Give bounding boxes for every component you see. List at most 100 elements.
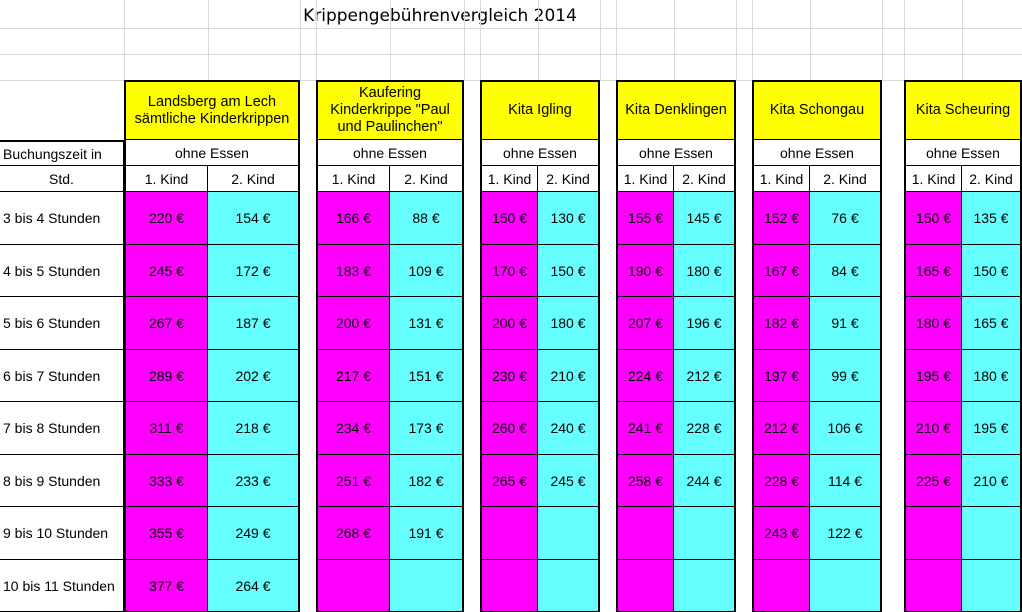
- gridline: [464, 0, 465, 80]
- fee-second-child: 245 €: [538, 455, 600, 507]
- child-label-second: 2. Kind: [208, 166, 300, 192]
- fee-second-child: 122 €: [810, 507, 882, 560]
- fee-first-child: 150 €: [904, 192, 962, 245]
- fee-second-child: 130 €: [538, 192, 600, 245]
- fee-second-child: [538, 507, 600, 560]
- fee-second-child: 187 €: [208, 297, 300, 350]
- fee-second-child: 135 €: [962, 192, 1022, 245]
- row-label: 9 bis 10 Stunden: [0, 507, 124, 560]
- fee-first-child: 200 €: [480, 297, 538, 350]
- row-label: 4 bis 5 Stunden: [0, 245, 124, 297]
- fee-second-child: 264 €: [208, 560, 300, 612]
- fee-second-child: 88 €: [390, 192, 464, 245]
- fee-second-child: [810, 560, 882, 612]
- fee-second-child: 154 €: [208, 192, 300, 245]
- fee-second-child: 196 €: [674, 297, 736, 350]
- child-label-first: 1. Kind: [752, 166, 810, 192]
- row-label: 6 bis 7 Stunden: [0, 350, 124, 402]
- child-label-first: 1. Kind: [124, 166, 208, 192]
- gridline: [674, 0, 675, 80]
- facility-header: Kita Schongau: [752, 80, 882, 140]
- fee-second-child: 218 €: [208, 402, 300, 455]
- row-label: 7 bis 8 Stunden: [0, 402, 124, 455]
- fee-second-child: 84 €: [810, 245, 882, 297]
- gridline: [538, 0, 539, 80]
- fee-second-child: [674, 560, 736, 612]
- fee-first-child: [616, 560, 674, 612]
- meal-label: ohne Essen: [904, 140, 1022, 166]
- fee-first-child: 265 €: [480, 455, 538, 507]
- fee-first-child: 230 €: [480, 350, 538, 402]
- fee-first-child: 183 €: [316, 245, 390, 297]
- fee-second-child: 173 €: [390, 402, 464, 455]
- child-label-second: 2. Kind: [810, 166, 882, 192]
- gridline: [616, 0, 617, 80]
- facility-header: Kita Igling: [480, 80, 600, 140]
- fee-first-child: 311 €: [124, 402, 208, 455]
- fee-first-child: 245 €: [124, 245, 208, 297]
- child-label-first: 1. Kind: [316, 166, 390, 192]
- child-label-second: 2. Kind: [390, 166, 464, 192]
- fee-second-child: [390, 560, 464, 612]
- gridline: [962, 0, 963, 80]
- fee-second-child: 191 €: [390, 507, 464, 560]
- fee-second-child: 228 €: [674, 402, 736, 455]
- meal-label: ohne Essen: [616, 140, 736, 166]
- fee-second-child: 99 €: [810, 350, 882, 402]
- gridline: [0, 54, 1022, 55]
- fee-second-child: 180 €: [962, 350, 1022, 402]
- row-label: 8 bis 9 Stunden: [0, 455, 124, 507]
- fee-first-child: 224 €: [616, 350, 674, 402]
- fee-second-child: 150 €: [962, 245, 1022, 297]
- fee-first-child: [616, 507, 674, 560]
- fee-first-child: 220 €: [124, 192, 208, 245]
- child-label-first: 1. Kind: [480, 166, 538, 192]
- fee-first-child: [904, 507, 962, 560]
- fee-second-child: 244 €: [674, 455, 736, 507]
- fee-first-child: 195 €: [904, 350, 962, 402]
- fee-first-child: 170 €: [480, 245, 538, 297]
- child-label-first: 1. Kind: [904, 166, 962, 192]
- fee-first-child: 152 €: [752, 192, 810, 245]
- fee-first-child: [904, 560, 962, 612]
- fee-second-child: [674, 507, 736, 560]
- child-label-second: 2. Kind: [538, 166, 600, 192]
- gridline: [600, 0, 601, 80]
- facility-header: Kaufering Kinderkrippe "Paul und Paulinc…: [316, 80, 464, 140]
- fee-first-child: [480, 560, 538, 612]
- fee-first-child: 150 €: [480, 192, 538, 245]
- row-label: 5 bis 6 Stunden: [0, 297, 124, 350]
- meal-label: ohne Essen: [316, 140, 464, 166]
- fee-second-child: 180 €: [538, 297, 600, 350]
- fee-second-child: 249 €: [208, 507, 300, 560]
- fee-second-child: 165 €: [962, 297, 1022, 350]
- fee-second-child: 172 €: [208, 245, 300, 297]
- fee-second-child: [962, 507, 1022, 560]
- fee-second-child: 114 €: [810, 455, 882, 507]
- row-label: 3 bis 4 Stunden: [0, 192, 124, 245]
- facility-header: Kita Scheuring: [904, 80, 1022, 140]
- fee-second-child: 240 €: [538, 402, 600, 455]
- fee-first-child: 289 €: [124, 350, 208, 402]
- fee-second-child: 195 €: [962, 402, 1022, 455]
- fee-first-child: 167 €: [752, 245, 810, 297]
- facility-header: Kita Denklingen: [616, 80, 736, 140]
- fee-second-child: 131 €: [390, 297, 464, 350]
- fee-first-child: 251 €: [316, 455, 390, 507]
- fee-first-child: 228 €: [752, 455, 810, 507]
- fee-first-child: 267 €: [124, 297, 208, 350]
- gridline: [300, 0, 301, 80]
- fee-first-child: 180 €: [904, 297, 962, 350]
- fee-first-child: 155 €: [616, 192, 674, 245]
- fee-first-child: 225 €: [904, 455, 962, 507]
- fee-second-child: 180 €: [674, 245, 736, 297]
- fee-second-child: 91 €: [810, 297, 882, 350]
- gridline: [316, 0, 317, 80]
- fee-second-child: 106 €: [810, 402, 882, 455]
- fee-first-child: 210 €: [904, 402, 962, 455]
- fee-second-child: 76 €: [810, 192, 882, 245]
- gridline: [390, 0, 391, 80]
- fee-first-child: 333 €: [124, 455, 208, 507]
- gridline: [480, 0, 481, 80]
